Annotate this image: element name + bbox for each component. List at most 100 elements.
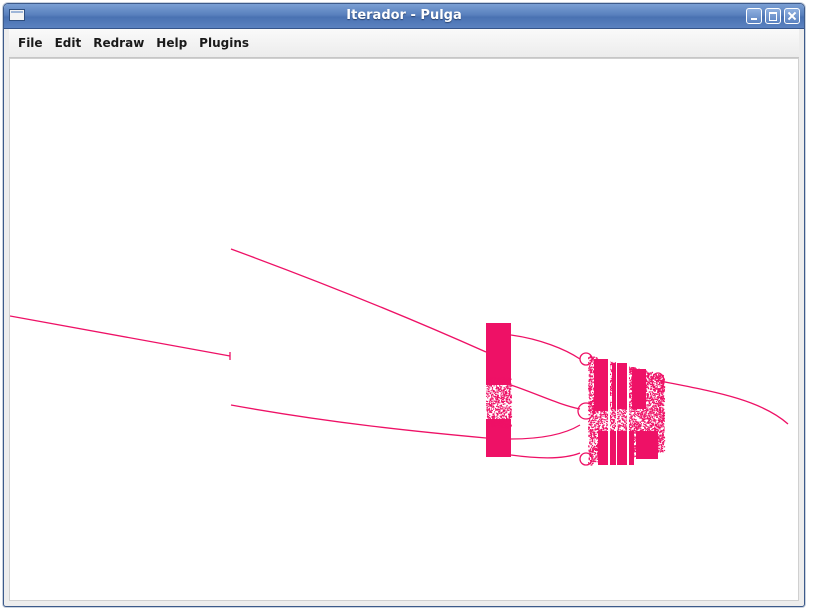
chaotic-band-dot [487,409,489,411]
chaotic-band-dot [590,454,592,456]
chaotic-band-dot [663,417,665,419]
chaotic-band-dot [659,435,661,437]
orbit-curves [10,248,789,459]
chaotic-band-dot [658,451,660,453]
chaotic-band-dot [594,436,597,438]
chaotic-band-dot [588,405,590,408]
chaotic-band-dot [500,394,502,396]
chaotic-band-dot [593,356,596,358]
chaotic-band-dot [589,392,591,394]
chaotic-band-dot [492,418,494,420]
chaotic-band-dot [651,372,653,374]
chaotic-band-dot [660,425,662,427]
menu-redraw[interactable]: Redraw [93,36,145,50]
chaotic-band-dot [657,428,659,430]
title-bar[interactable]: Iterador - Pulga [4,4,804,29]
chaotic-band-dot [648,391,650,393]
chaotic-band-dot [508,385,510,387]
chaotic-band-dot [611,418,613,420]
chaotic-band-dot [493,391,495,393]
chaotic-band-dot [594,416,596,418]
chaotic-band-dot [648,418,650,421]
chaotic-band-dot [641,413,643,415]
maximize-button[interactable] [765,8,781,24]
chaotic-band-dot [600,412,602,414]
chaotic-band-dot [651,408,653,411]
drawing-canvas[interactable] [9,58,799,601]
chaotic-band-dot [503,419,505,421]
chaotic-band-dot [661,417,663,419]
chaotic-band-dot [506,406,508,408]
chaotic-band-dot [646,382,648,385]
periodic-window-gap [608,355,610,467]
minimize-button[interactable] [746,8,762,24]
close-button[interactable] [784,8,800,24]
chaotic-band-dot [602,419,604,421]
chaotic-band-dot [660,438,662,440]
chaotic-band-dot [664,440,666,442]
menu-help[interactable]: Help [156,36,188,50]
chaotic-band-dot [591,385,593,387]
chaotic-band-dot [650,383,653,386]
chaotic-band-dot [650,378,652,380]
chaotic-band-dot [628,377,630,380]
chaotic-band-dot [650,397,652,399]
chaotic-band-dot [490,408,492,410]
chaotic-band-dot [658,422,660,424]
chaotic-band-dot [661,376,663,378]
chaotic-band-dot [488,383,490,385]
chaotic-band-dot [655,419,657,421]
chaotic-band-dot [494,422,496,424]
chaotic-band-dot [499,402,501,404]
chaotic-band-dot [495,401,497,403]
chaotic-band-dot [630,428,632,430]
chaotic-band-dot [650,378,652,380]
chaotic-band-dot [598,426,600,428]
chaotic-band-dot [661,382,663,384]
menu-edit[interactable]: Edit [54,36,82,50]
chaotic-band-dot [619,424,621,426]
chaotic-band-dot [653,377,655,380]
chaotic-band-dot [648,405,650,407]
chaotic-band-dot [503,377,505,380]
orbit-loop [577,402,595,420]
chaotic-band-dot [648,403,651,405]
chaotic-band-dot [504,420,507,422]
chaotic-band-dot [615,362,617,364]
chaotic-band-dot [634,421,636,423]
orbit-branch-lower-a [510,452,581,459]
chaotic-band-dot [630,384,632,387]
chaotic-band-dot [654,426,656,428]
chaotic-band-dot [603,419,605,421]
chaotic-band-dot [663,431,665,433]
chaotic-band-dot [650,413,652,415]
chaotic-band-dot [642,416,644,418]
chaotic-band-dot [641,419,643,421]
chaotic-band-dot [630,414,632,416]
chaotic-band-dot [593,387,595,389]
chaotic-band-dot [505,415,507,417]
chaotic-band-dot [591,376,593,378]
chaotic-band-dot [592,410,595,412]
chaotic-band-dot [498,389,500,391]
chaotic-band-dot [634,410,636,413]
window-app-icon[interactable] [9,9,25,21]
menu-file[interactable]: File [18,36,43,50]
chaotic-band-dot [489,417,491,419]
chaotic-band-dot [507,395,509,397]
chaotic-band-dot [488,395,490,397]
chaotic-band-dot [664,386,666,388]
chaotic-band-dot [625,428,627,430]
chaotic-band-dot [648,428,650,430]
chaotic-band-dot [658,441,661,443]
chaotic-band-dot [630,427,632,429]
chaotic-band-dot [611,385,613,387]
menu-plugins[interactable]: Plugins [199,36,250,50]
chaotic-band-dot [660,411,662,413]
chaotic-band-dot [620,411,622,413]
chaotic-band-dot [606,418,608,420]
chaotic-band-dot [628,408,630,410]
chaotic-band-dot [589,450,591,452]
chaotic-band-dot [626,417,628,419]
chaotic-band-dot [643,419,645,421]
